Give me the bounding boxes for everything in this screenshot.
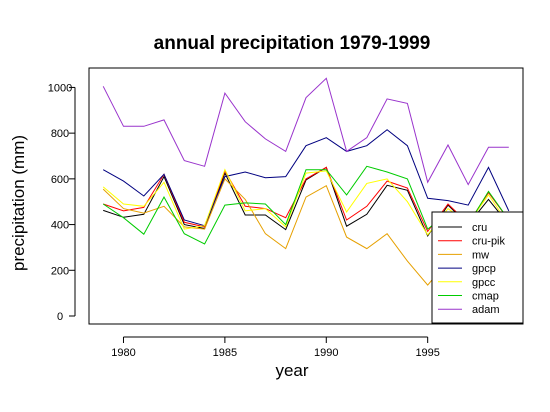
x-tick-label: 1985 (213, 347, 237, 359)
legend-label-cmap: cmap (472, 291, 499, 303)
y-tick-label: 400 (51, 220, 69, 232)
axes-layer: 1980 1985 1990 1995 0 200 400 600 800 1000 (48, 82, 440, 359)
plot-frame (88, 67, 524, 325)
series-layer (102, 77, 510, 286)
chart-title: annual precipitation 1979-1999 (154, 33, 431, 54)
y-tick-label: 0 (57, 311, 63, 323)
legend-label-adam: adam (472, 304, 500, 316)
series-line-gpcp (102, 129, 510, 227)
y-axis-title: precipitation (mm) (9, 135, 28, 271)
y-tick-label: 800 (51, 128, 69, 140)
legend-label-mw: mw (472, 249, 489, 261)
x-axis-title: year (275, 361, 308, 380)
legend-label-gpcc: gpcc (472, 277, 496, 289)
x-tick-label: 1980 (111, 347, 135, 359)
legend-label-cru-pik: cru-pik (472, 236, 506, 248)
y-tick-label: 200 (51, 265, 69, 277)
y-tick-label: 600 (51, 174, 69, 186)
legend-label-gpcp: gpcp (472, 263, 496, 275)
legend-label-cru: cru (472, 222, 487, 234)
x-tick-label: 1995 (415, 347, 439, 359)
x-tick-label: 1990 (314, 347, 338, 359)
series-line-adam (102, 77, 509, 186)
legend-box (431, 211, 524, 324)
y-tick-label: 1000 (48, 82, 72, 94)
